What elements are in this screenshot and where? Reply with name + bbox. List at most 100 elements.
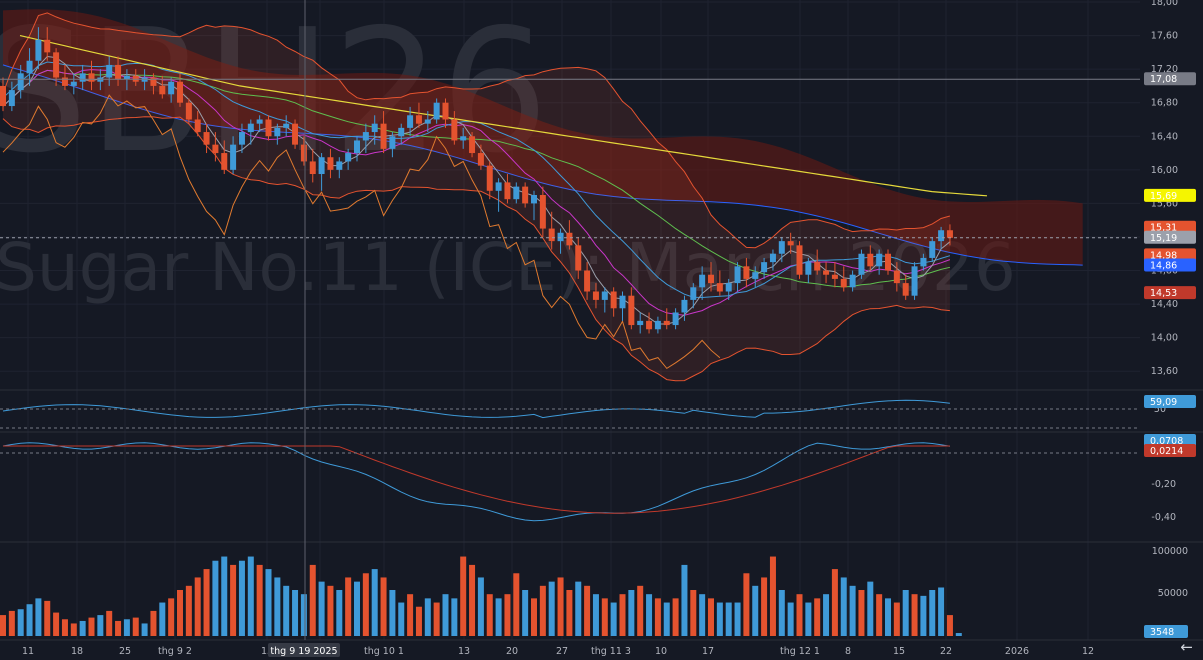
candle-body[interactable] <box>53 52 60 78</box>
candle-body[interactable] <box>380 123 387 149</box>
candle-body[interactable] <box>584 270 591 292</box>
candle-body[interactable] <box>911 266 918 296</box>
candle-body[interactable] <box>274 127 281 137</box>
candle-body[interactable] <box>477 153 484 166</box>
candle-body[interactable] <box>752 272 759 279</box>
candle-body[interactable] <box>946 230 953 238</box>
candle-body[interactable] <box>150 77 157 86</box>
candle-body[interactable] <box>460 136 467 141</box>
candle-body[interactable] <box>442 102 449 120</box>
candle-body[interactable] <box>610 291 617 309</box>
candle-body[interactable] <box>123 75 130 80</box>
candle-body[interactable] <box>469 136 476 154</box>
candle-body[interactable] <box>805 262 812 275</box>
candle-body[interactable] <box>327 157 334 170</box>
candle-body[interactable] <box>300 144 307 162</box>
candle-body[interactable] <box>230 144 237 170</box>
candle-body[interactable] <box>637 320 644 326</box>
candle-body[interactable] <box>371 123 378 133</box>
candle-body[interactable] <box>654 320 661 330</box>
candle-body[interactable] <box>238 132 245 145</box>
candle-body[interactable] <box>106 64 113 78</box>
candle-body[interactable] <box>601 291 608 300</box>
candle-body[interactable] <box>292 123 299 145</box>
candle-body[interactable] <box>619 295 626 309</box>
candle-body[interactable] <box>194 119 201 133</box>
candle-body[interactable] <box>88 73 95 82</box>
candle-body[interactable] <box>761 262 768 273</box>
candle-body[interactable] <box>743 266 750 279</box>
candle-body[interactable] <box>699 274 706 288</box>
candle-body[interactable] <box>61 77 68 86</box>
candle-body[interactable] <box>920 257 927 267</box>
candle-body[interactable] <box>513 186 520 200</box>
candle-body[interactable] <box>522 186 529 204</box>
candle-body[interactable] <box>592 291 599 300</box>
candle-body[interactable] <box>17 73 24 91</box>
candle-body[interactable] <box>548 228 555 242</box>
candle-body[interactable] <box>221 153 228 170</box>
candle-body[interactable] <box>70 81 77 86</box>
candle-body[interactable] <box>415 115 422 124</box>
candle-body[interactable] <box>0 85 6 107</box>
candle-body[interactable] <box>690 287 697 300</box>
candle-body[interactable] <box>398 127 405 137</box>
candle-body[interactable] <box>35 39 42 61</box>
candle-body[interactable] <box>79 73 86 82</box>
candle-body[interactable] <box>814 262 821 271</box>
candle-body[interactable] <box>26 60 33 74</box>
candle-body[interactable] <box>566 232 573 246</box>
candle-body[interactable] <box>433 102 440 120</box>
candle-body[interactable] <box>115 64 122 80</box>
candle-body[interactable] <box>486 165 493 191</box>
candle-body[interactable] <box>8 90 15 107</box>
candle-body[interactable] <box>796 245 803 275</box>
candle-body[interactable] <box>407 115 414 128</box>
candle-body[interactable] <box>495 182 502 191</box>
candle-body[interactable] <box>424 119 431 124</box>
candle-body[interactable] <box>362 132 369 141</box>
candle-body[interactable] <box>539 195 546 229</box>
candle-body[interactable] <box>177 81 183 103</box>
candle-body[interactable] <box>646 320 653 330</box>
candle-body[interactable] <box>531 195 537 204</box>
candle-body[interactable] <box>309 161 316 175</box>
candle-body[interactable] <box>734 266 741 284</box>
candle-body[interactable] <box>876 253 883 267</box>
candle-body[interactable] <box>831 274 838 279</box>
candle-body[interactable] <box>778 241 785 254</box>
candle-body[interactable] <box>787 241 794 246</box>
candle-body[interactable] <box>628 295 635 326</box>
candle-body[interactable] <box>938 230 945 242</box>
candle-body[interactable] <box>247 123 254 133</box>
candle-body[interactable] <box>159 85 166 95</box>
candle-body[interactable] <box>212 144 219 154</box>
candle-body[interactable] <box>44 39 51 53</box>
candle-body[interactable] <box>929 241 936 258</box>
candle-body[interactable] <box>203 132 210 145</box>
candle-body[interactable] <box>858 253 865 275</box>
candle-body[interactable] <box>265 119 272 137</box>
candle-body[interactable] <box>840 278 847 288</box>
candle-body[interactable] <box>885 253 891 271</box>
candle-body[interactable] <box>769 253 776 263</box>
candle-body[interactable] <box>575 245 582 271</box>
candle-body[interactable] <box>557 232 564 242</box>
scroll-to-realtime-arrow-icon[interactable]: ← <box>1180 638 1193 656</box>
candle-body[interactable] <box>681 299 688 313</box>
candle-body[interactable] <box>354 140 360 154</box>
candle-body[interactable] <box>185 102 192 120</box>
candle-body[interactable] <box>345 153 352 162</box>
candle-body[interactable] <box>672 312 679 326</box>
candle-body[interactable] <box>283 123 290 128</box>
candle-body[interactable] <box>893 270 900 284</box>
candle-body[interactable] <box>823 270 830 275</box>
candle-body[interactable] <box>716 283 723 292</box>
candle-body[interactable] <box>168 81 175 95</box>
candle-body[interactable] <box>849 274 856 288</box>
candle-body[interactable] <box>451 119 458 141</box>
candle-body[interactable] <box>867 253 874 267</box>
candle-body[interactable] <box>504 182 511 200</box>
